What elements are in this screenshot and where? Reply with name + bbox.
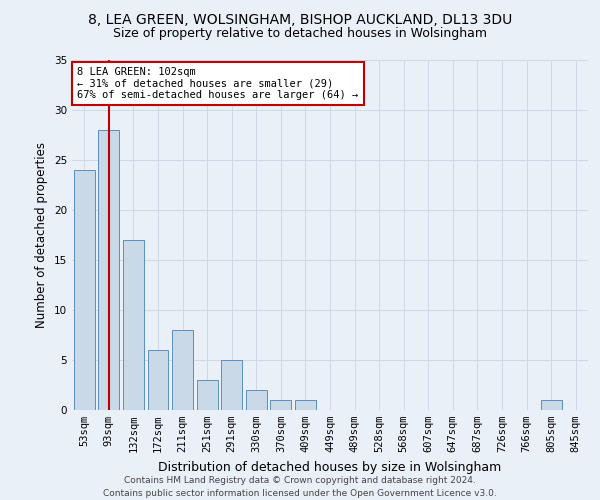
Bar	[271, 400, 292, 410]
Text: 8 LEA GREEN: 102sqm
← 31% of detached houses are smaller (29)
67% of semi-detach: 8 LEA GREEN: 102sqm ← 31% of detached ho…	[77, 67, 358, 100]
Bar	[221, 360, 242, 410]
Bar	[123, 240, 144, 410]
Y-axis label: Number of detached properties: Number of detached properties	[35, 142, 49, 328]
Text: 8, LEA GREEN, WOLSINGHAM, BISHOP AUCKLAND, DL13 3DU: 8, LEA GREEN, WOLSINGHAM, BISHOP AUCKLAN…	[88, 12, 512, 26]
Bar	[74, 170, 95, 410]
Bar	[541, 400, 562, 410]
Text: Contains HM Land Registry data © Crown copyright and database right 2024.
Contai: Contains HM Land Registry data © Crown c…	[103, 476, 497, 498]
Bar	[197, 380, 218, 410]
Bar	[98, 130, 119, 410]
Bar	[295, 400, 316, 410]
Bar	[148, 350, 169, 410]
Bar	[172, 330, 193, 410]
X-axis label: Distribution of detached houses by size in Wolsingham: Distribution of detached houses by size …	[158, 460, 502, 473]
Text: Size of property relative to detached houses in Wolsingham: Size of property relative to detached ho…	[113, 28, 487, 40]
Bar	[246, 390, 267, 410]
